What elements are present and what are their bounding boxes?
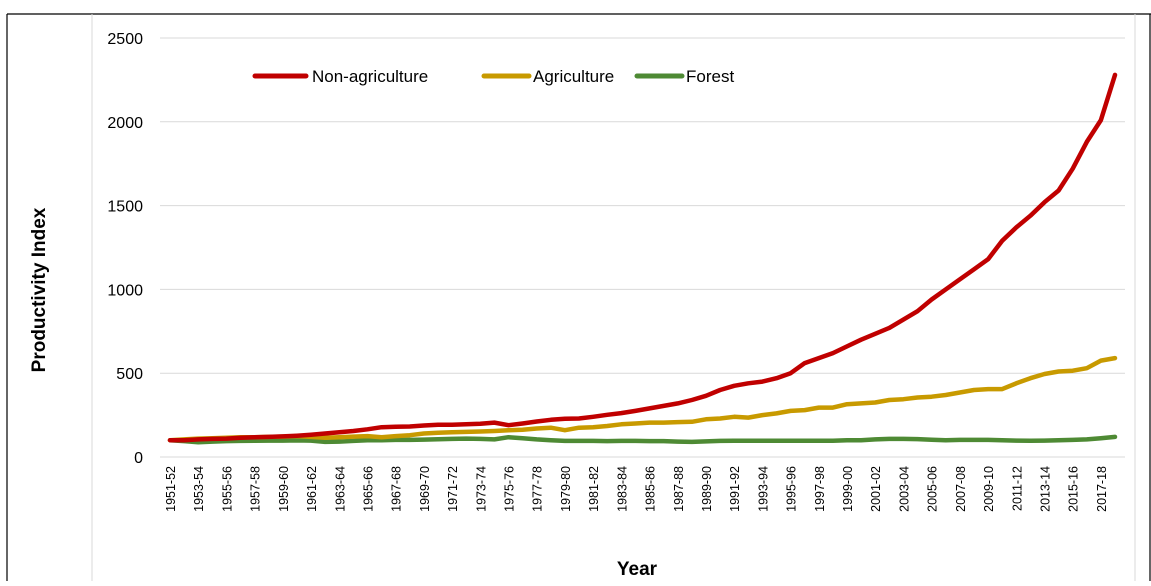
x-tick-label: 2015-16 [1067, 466, 1081, 512]
x-tick-label: 1963-64 [333, 466, 347, 512]
x-tick-label: 1971-72 [446, 466, 460, 512]
x-tick-label: 1999-00 [841, 466, 855, 512]
legend-label: Agriculture [533, 67, 614, 86]
y-tick-label: 1000 [107, 282, 143, 299]
x-tick-label: 2013-14 [1038, 466, 1052, 512]
x-tick-labels: 1951-52 1953-54 1955-56 1957-58 1959-60 1961-… [164, 466, 1109, 512]
legend: Non-agriculture Agriculture Forest [252, 67, 734, 86]
x-tick-label: 1989-90 [700, 466, 714, 512]
series-line-forest [167, 434, 1118, 445]
x-tick-label: 1983-84 [615, 466, 629, 512]
x-tick-label: 1955-56 [220, 466, 234, 512]
x-tick-label: 2009-10 [982, 466, 996, 512]
series-lines [167, 72, 1118, 445]
x-tick-label: 1985-86 [644, 466, 658, 512]
y-tick-label: 2000 [107, 115, 143, 132]
x-tick-label: 2007-08 [954, 466, 968, 512]
legend-label: Forest [686, 67, 734, 86]
x-tick-label: 1953-54 [192, 466, 206, 512]
x-tick-label: 1965-66 [361, 466, 375, 512]
x-tick-label: 2017-18 [1095, 466, 1109, 512]
x-tick-label: 1977-78 [531, 466, 545, 512]
x-tick-label: 1979-80 [559, 466, 573, 512]
x-axis-title: Year [617, 559, 658, 580]
x-tick-label: 1969-70 [418, 466, 432, 512]
y-tick-label: 500 [116, 366, 143, 383]
gridlines [160, 37, 1125, 458]
x-tick-label: 1975-76 [503, 466, 517, 512]
x-tick-label: 2001-02 [869, 466, 883, 512]
x-tick-label: 1987-88 [672, 466, 686, 512]
x-tick-label: 2005-06 [926, 466, 940, 512]
x-tick-label: 1957-58 [249, 466, 263, 512]
x-tick-label: 1967-68 [390, 466, 404, 512]
x-tick-label: 2011-12 [1010, 466, 1024, 511]
y-tick-label: 2500 [107, 31, 143, 48]
x-tick-label: 1961-62 [305, 466, 319, 512]
x-tick-label: 2003-04 [897, 466, 911, 512]
legend-label: Non-agriculture [312, 67, 428, 86]
series-line-non-agriculture [167, 72, 1118, 443]
series-line-agriculture [167, 355, 1118, 443]
y-axis-title: Productivity Index [29, 207, 50, 372]
x-tick-label: 1991-92 [728, 466, 742, 512]
x-tick-label: 1993-94 [756, 466, 770, 512]
x-tick-label: 1973-74 [474, 466, 488, 512]
x-tick-label: 1951-52 [164, 466, 178, 512]
x-tick-label: 1959-60 [277, 466, 291, 512]
y-tick-label: 1500 [107, 199, 143, 216]
x-tick-label: 1995-96 [785, 466, 799, 512]
y-tick-labels: 0 500 1000 1500 2000 2500 [107, 31, 143, 467]
x-tick-label: 1997-98 [813, 466, 827, 512]
x-tick-label: 1981-82 [587, 466, 601, 512]
y-tick-label: 0 [134, 450, 143, 467]
